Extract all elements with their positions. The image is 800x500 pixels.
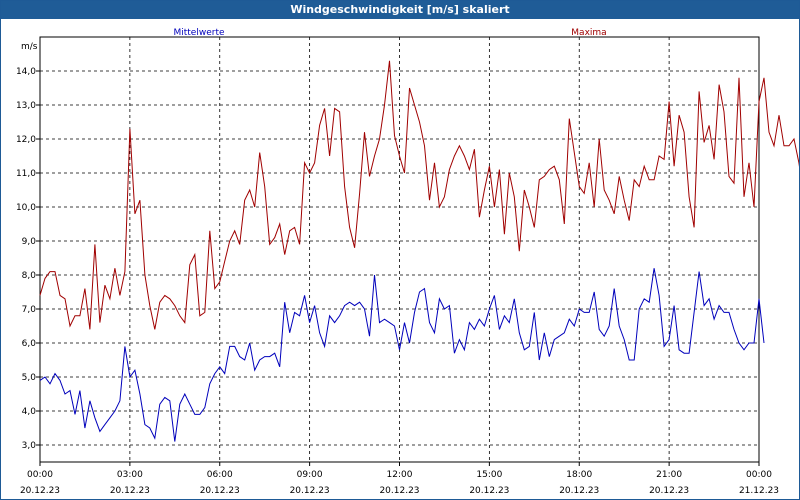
- axes: 3,0 4,0 5,0 6,0 7,0 8,0 9,0 10,0 11,0 12,0 13,0 14,…: [16, 36, 779, 496]
- legend-maxima: Maxima: [571, 28, 606, 38]
- x-tick-time-label: 12:00: [387, 470, 413, 480]
- x-tick-date-label: 21.12.23: [739, 486, 779, 496]
- x-tick-date-label: 20.12.23: [649, 486, 689, 496]
- y-tick-label: 12,0: [16, 135, 36, 145]
- y-tick-label: 8,0: [22, 271, 37, 281]
- x-tick-date-label: 20.12.23: [469, 486, 509, 496]
- legend-mittelwerte: Mittelwerte: [173, 28, 224, 38]
- y-tick-label: 11,0: [16, 169, 36, 179]
- y-tick-label: 6,0: [22, 339, 37, 349]
- y-tick-label: 10,0: [16, 203, 36, 213]
- y-tick-label: 5,0: [22, 373, 37, 383]
- grid: [40, 37, 759, 462]
- y-tick-label: 7,0: [22, 305, 37, 315]
- x-tick-time-label: 15:00: [476, 470, 502, 480]
- x-tick-time-label: 00:00: [27, 470, 53, 480]
- y-axis-label: m/s: [21, 42, 38, 52]
- y-tick-label: 9,0: [22, 237, 37, 247]
- y-tick-label: 4,0: [22, 407, 37, 417]
- series-line-maxima: [39, 60, 799, 330]
- window-title: Windgeschwindigkeit [m/s] skaliert: [1, 1, 799, 19]
- x-tick-time-label: 21:00: [656, 470, 682, 480]
- x-tick-time-label: 18:00: [566, 470, 592, 480]
- x-tick-time-label: 03:00: [117, 470, 143, 480]
- x-tick-time-label: 09:00: [297, 470, 323, 480]
- y-tick-label: 3,0: [22, 441, 37, 451]
- y-tick-label: 13,0: [16, 101, 36, 111]
- x-tick-date-label: 20.12.23: [290, 486, 330, 496]
- x-tick-date-label: 20.12.23: [379, 486, 419, 496]
- x-tick-date-label: 20.12.23: [110, 486, 150, 496]
- x-tick-date-label: 20.12.23: [20, 486, 60, 496]
- x-tick-time-label: 00:00: [746, 470, 772, 480]
- series-line-mittelwerte: [39, 268, 765, 442]
- y-tick-label: 14,0: [16, 67, 36, 77]
- x-tick-time-label: 06:00: [207, 470, 233, 480]
- x-tick-date-label: 20.12.23: [559, 486, 599, 496]
- series: [39, 60, 799, 442]
- x-tick-date-label: 20.12.23: [200, 486, 240, 496]
